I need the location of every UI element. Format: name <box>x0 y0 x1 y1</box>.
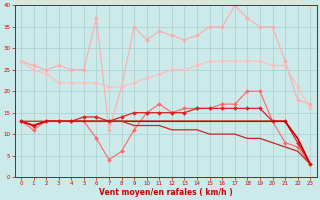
X-axis label: Vent moyen/en rafales ( km/h ): Vent moyen/en rafales ( km/h ) <box>99 188 232 197</box>
